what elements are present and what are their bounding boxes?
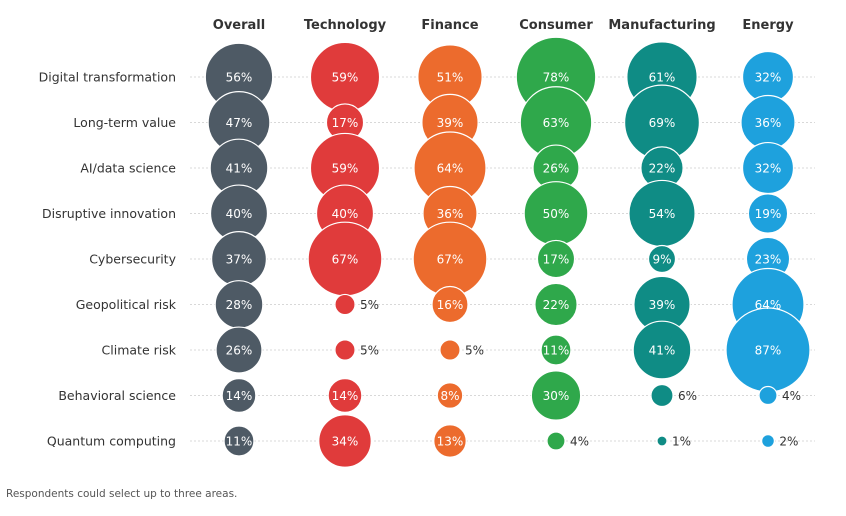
bubble bbox=[318, 414, 372, 468]
data-label: 47% bbox=[226, 116, 253, 130]
column-header: Energy bbox=[742, 18, 794, 33]
column-header: Technology bbox=[304, 18, 387, 33]
data-label: 63% bbox=[543, 116, 570, 130]
data-label: 14% bbox=[332, 389, 359, 403]
row-label: Quantum computing bbox=[47, 434, 176, 449]
row-label: AI/data science bbox=[80, 161, 176, 176]
data-label: 69% bbox=[649, 116, 676, 130]
row-label: Cybersecurity bbox=[89, 252, 176, 267]
data-label: 28% bbox=[226, 298, 253, 312]
data-label: 41% bbox=[226, 162, 253, 176]
data-label: 6% bbox=[678, 389, 697, 403]
row-label: Disruptive innovation bbox=[42, 206, 176, 221]
bubble bbox=[761, 434, 775, 448]
bubble bbox=[334, 339, 356, 361]
data-label: 64% bbox=[755, 298, 782, 312]
data-label: 34% bbox=[332, 435, 359, 449]
bubble bbox=[221, 378, 257, 413]
row-label: Behavioral science bbox=[58, 388, 176, 403]
data-label: 67% bbox=[332, 253, 359, 267]
data-label: 40% bbox=[332, 207, 359, 221]
data-label: 51% bbox=[437, 71, 464, 85]
data-label: 5% bbox=[465, 344, 484, 358]
bubble bbox=[223, 425, 255, 457]
data-label: 14% bbox=[226, 389, 253, 403]
data-label: 5% bbox=[360, 298, 379, 312]
data-label: 37% bbox=[226, 253, 253, 267]
data-label: 23% bbox=[755, 253, 782, 267]
bubble bbox=[647, 244, 677, 274]
data-label: 40% bbox=[226, 207, 253, 221]
data-label: 59% bbox=[332, 71, 359, 85]
data-label: 8% bbox=[440, 389, 459, 403]
bubble bbox=[540, 334, 572, 366]
data-label: 22% bbox=[649, 162, 676, 176]
bubble bbox=[546, 431, 566, 451]
bubble bbox=[215, 326, 263, 374]
bubble bbox=[534, 282, 578, 327]
bubble bbox=[758, 385, 778, 406]
footnote: Respondents could select up to three are… bbox=[6, 488, 238, 500]
bubble bbox=[431, 285, 469, 324]
data-label: 26% bbox=[543, 162, 570, 176]
bubble bbox=[439, 339, 461, 361]
data-label: 5% bbox=[360, 344, 379, 358]
column-header: Manufacturing bbox=[608, 18, 715, 33]
data-label: 36% bbox=[437, 207, 464, 221]
data-label: 17% bbox=[332, 116, 359, 130]
data-label: 4% bbox=[782, 389, 801, 403]
bubble bbox=[327, 378, 363, 413]
row-label: Climate risk bbox=[102, 343, 177, 358]
data-label: 13% bbox=[437, 435, 464, 449]
data-label: 61% bbox=[649, 71, 676, 85]
row-label: Long-term value bbox=[73, 115, 176, 130]
bubble bbox=[650, 383, 674, 408]
column-header: Consumer bbox=[519, 18, 593, 33]
data-label: 54% bbox=[649, 207, 676, 221]
data-label: 78% bbox=[543, 71, 570, 85]
data-label: 26% bbox=[226, 344, 253, 358]
bubble bbox=[656, 435, 668, 447]
data-label: 67% bbox=[437, 253, 464, 267]
data-label: 11% bbox=[543, 344, 570, 358]
data-label: 32% bbox=[755, 162, 782, 176]
data-label: 41% bbox=[649, 344, 676, 358]
data-label: 9% bbox=[652, 253, 671, 267]
data-label: 50% bbox=[543, 207, 570, 221]
data-label: 16% bbox=[437, 298, 464, 312]
data-label: 39% bbox=[437, 116, 464, 130]
column-header: Overall bbox=[213, 18, 265, 33]
bubble bbox=[747, 193, 789, 234]
data-label: 1% bbox=[672, 435, 691, 449]
bubble bbox=[433, 424, 467, 458]
data-label: 22% bbox=[543, 298, 570, 312]
bubble bbox=[436, 382, 464, 409]
data-label: 59% bbox=[332, 162, 359, 176]
data-label: 19% bbox=[755, 207, 782, 221]
data-label: 87% bbox=[755, 344, 782, 358]
data-label: 4% bbox=[570, 435, 589, 449]
row-label: Digital transformation bbox=[39, 70, 176, 85]
data-label: 36% bbox=[755, 116, 782, 130]
data-label: 17% bbox=[543, 253, 570, 267]
data-label: 30% bbox=[543, 389, 570, 403]
bubble bbox=[536, 239, 576, 279]
data-label: 32% bbox=[755, 71, 782, 85]
data-label: 2% bbox=[779, 435, 798, 449]
bubble bbox=[530, 370, 582, 421]
data-label: 56% bbox=[226, 71, 253, 85]
bubble bbox=[632, 320, 692, 380]
data-label: 11% bbox=[226, 435, 253, 449]
bubble bbox=[334, 293, 356, 316]
data-label: 39% bbox=[649, 298, 676, 312]
column-header: Finance bbox=[421, 18, 478, 33]
row-label: Geopolitical risk bbox=[76, 297, 177, 312]
data-label: 64% bbox=[437, 162, 464, 176]
